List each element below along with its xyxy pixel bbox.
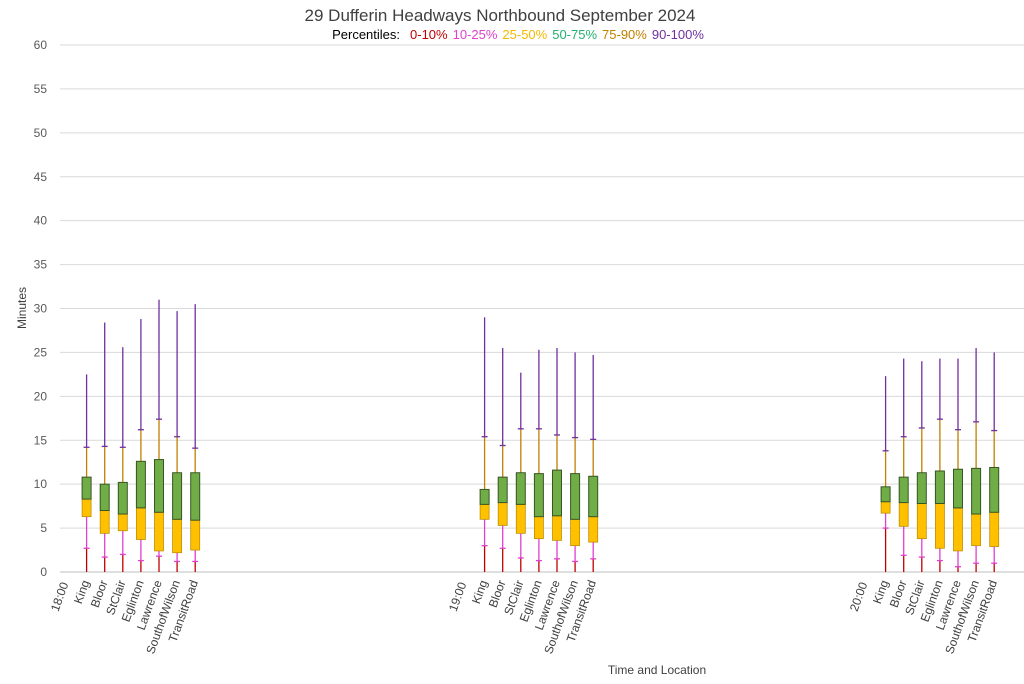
box-50-75 (880, 486, 891, 503)
box-25-50 (588, 516, 599, 543)
y-tick-label: 50 (34, 126, 48, 140)
x-axis-title: Time and Location (608, 663, 706, 677)
box-25-50 (880, 501, 891, 514)
box-25-50 (898, 502, 909, 527)
percentile-legend: Percentiles: 0-10% 10-25% 25-50% 50-75% 75-90… (0, 27, 1024, 42)
box-50-75 (81, 476, 92, 500)
box-25-50 (99, 510, 110, 534)
y-tick-label: 45 (34, 170, 48, 184)
x-time-label: 20:00 (847, 580, 871, 613)
box-50-75 (971, 467, 982, 515)
y-tick-label: 20 (34, 389, 48, 403)
box-25-50 (953, 507, 963, 552)
legend-item-75-90%: 75-90% (602, 27, 647, 42)
chart-title: 29 Dufferin Headways Northbound Septembe… (304, 6, 696, 25)
box-50-75 (570, 473, 581, 520)
legend-item-50-75%: 50-75% (552, 27, 598, 42)
box-25-50 (479, 503, 490, 520)
y-axis-title: Minutes (15, 287, 29, 329)
box-50-75 (117, 481, 128, 515)
box-25-50 (190, 519, 201, 551)
y-tick-label: 35 (34, 258, 48, 272)
box-25-50 (989, 511, 1000, 547)
y-tick-label: 0 (40, 565, 47, 579)
y-tick-label: 60 (34, 38, 48, 52)
x-time-label: 18:00 (48, 580, 72, 613)
box-25-50 (515, 503, 526, 534)
legend-item-0-10%: 0-10% (410, 27, 448, 42)
box-50-75 (533, 473, 544, 518)
box-50-75 (588, 475, 599, 518)
box-50-75 (135, 460, 146, 509)
y-tick-label: 25 (34, 345, 48, 359)
box-50-75 (934, 470, 945, 504)
box-50-75 (989, 466, 1000, 513)
box-25-50 (81, 498, 92, 518)
box-50-75 (552, 469, 562, 517)
box-50-75 (479, 488, 490, 505)
y-tick-label: 5 (40, 521, 47, 535)
box-25-50 (935, 503, 945, 549)
x-time-label: 19:00 (446, 580, 470, 613)
box-25-50 (534, 516, 544, 540)
box-50-75 (172, 472, 183, 520)
y-tick-label: 30 (34, 302, 48, 316)
y-tick-label: 55 (34, 82, 48, 96)
box-25-50 (117, 513, 128, 532)
legend-item-10-25%: 10-25% (452, 27, 498, 42)
y-tick-label: 15 (34, 433, 48, 447)
legend-item-25-50%: 25-50% (502, 27, 548, 42)
box-25-50 (570, 518, 580, 547)
box-50-75 (916, 472, 927, 504)
y-tick-label: 40 (34, 214, 48, 228)
box-25-50 (135, 507, 146, 540)
box-25-50 (172, 518, 183, 554)
y-tick-label: 10 (34, 477, 48, 491)
box-50-75 (154, 459, 164, 513)
box-25-50 (971, 513, 981, 547)
box-50-75 (515, 472, 526, 505)
legend-label: Percentiles: (332, 27, 401, 42)
box-50-75 (497, 476, 508, 504)
box-50-75 (953, 468, 963, 509)
box-25-50 (552, 515, 562, 541)
box-50-75 (898, 476, 909, 504)
box-50-75 (99, 483, 110, 512)
box-25-50 (916, 503, 927, 540)
box-50-75 (190, 472, 201, 521)
legend-item-90-100%: 90-100% (651, 27, 704, 42)
box-25-50 (497, 502, 508, 526)
box-25-50 (154, 511, 164, 552)
